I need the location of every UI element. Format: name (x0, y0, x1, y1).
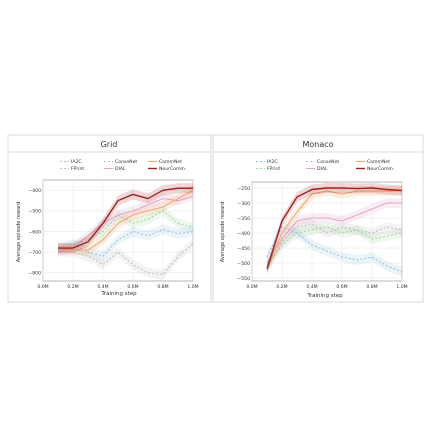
plot-area: −400 −500 −600 −700 −800 0.0M 0.2M 0.4M 0.6M 0.8M… (28, 179, 199, 290)
legend-label: DIAL (115, 166, 126, 172)
y-tick-label: −400 (28, 188, 41, 194)
series-band (58, 238, 193, 280)
x-axis-label: Training step (306, 293, 343, 299)
legend-label: NeurComm (367, 166, 394, 172)
legend-label: CommNet (159, 159, 182, 165)
x-tick-label: 0.6M (336, 284, 347, 290)
legend-label: ConseNet (115, 159, 137, 165)
series-band (267, 222, 402, 277)
legend-label: ConseNet (317, 159, 339, 165)
series-line-consenet (266, 223, 403, 270)
x-tick-label: 0.0M (246, 284, 257, 290)
legend-label: CommNet (367, 159, 390, 165)
series-line-consenet (57, 243, 194, 276)
series-line-fprint (266, 226, 403, 267)
panel-grid: Grid IA2C ConseNet CommNet FPrint DIAL NeurCo… (7, 134, 212, 303)
series-line-dial (266, 202, 402, 264)
series-line-ia2c (57, 228, 194, 257)
y-tick-label: −400 (237, 231, 250, 237)
legend-label: IA2C (71, 159, 82, 165)
x-tick-label: 0.8M (366, 284, 377, 290)
series-line-commnet (57, 189, 194, 251)
y-tick-label: −550 (237, 276, 250, 282)
chart-title: Monaco (302, 140, 333, 149)
plot-area: −250 −300 −350 −400 −450 −500 −550 0.0M 0.2M 0.4M… (237, 181, 408, 290)
y-tick-label: −250 (237, 186, 250, 192)
x-tick-label: 0.2M (67, 284, 78, 290)
legend: IA2C ConseNet CommNet FPrint DIAL NeurComm (256, 159, 394, 172)
y-axis-label: Average episode reward (220, 202, 226, 263)
series-band (58, 183, 193, 254)
x-tick-label: 1.0M (396, 284, 407, 290)
series-band (58, 224, 193, 262)
series-band (267, 222, 402, 271)
series-line-neurcomm (58, 187, 193, 249)
y-tick-label: −500 (28, 209, 41, 215)
y-tick-label: −350 (237, 216, 250, 222)
x-tick-label: 0.4M (97, 284, 108, 290)
series-band (58, 185, 193, 256)
x-tick-label: 1.0M (187, 284, 198, 290)
legend-label: FPrint (267, 166, 280, 172)
y-tick-label: −600 (28, 229, 41, 235)
legend-label: IA2C (267, 159, 278, 165)
x-tick-label: 0.6M (127, 284, 138, 290)
y-axis-label: Average episode reward (16, 202, 22, 263)
x-tick-label: 0.8M (157, 284, 168, 290)
chart-title: Grid (101, 140, 118, 149)
y-tick-label: −450 (237, 246, 250, 252)
x-tick-label: 0.0M (37, 284, 48, 290)
legend-label: NeurComm (159, 166, 186, 172)
y-tick-label: −500 (237, 261, 250, 267)
series-band (267, 198, 402, 268)
legend-label: DIAL (317, 166, 328, 172)
x-axis-label: Training step (100, 291, 137, 297)
series-line-commnet (266, 190, 402, 270)
series-band (267, 219, 402, 274)
legend-label: FPrint (71, 166, 84, 172)
legend: IA2C ConseNet CommNet FPrint DIAL NeurComm (60, 159, 186, 172)
series-line-neurcomm (266, 187, 403, 270)
x-tick-label: 0.2M (276, 284, 287, 290)
x-tick-label: 0.4M (306, 284, 317, 290)
series-band (267, 183, 402, 274)
series-line-dial (57, 196, 194, 253)
y-tick-label: −300 (237, 201, 250, 207)
panel-monaco: Monaco IA2C ConseNet CommNet FPrint DIAL Neur… (212, 134, 424, 303)
y-tick-label: −800 (28, 271, 41, 277)
y-tick-label: −700 (28, 250, 41, 256)
